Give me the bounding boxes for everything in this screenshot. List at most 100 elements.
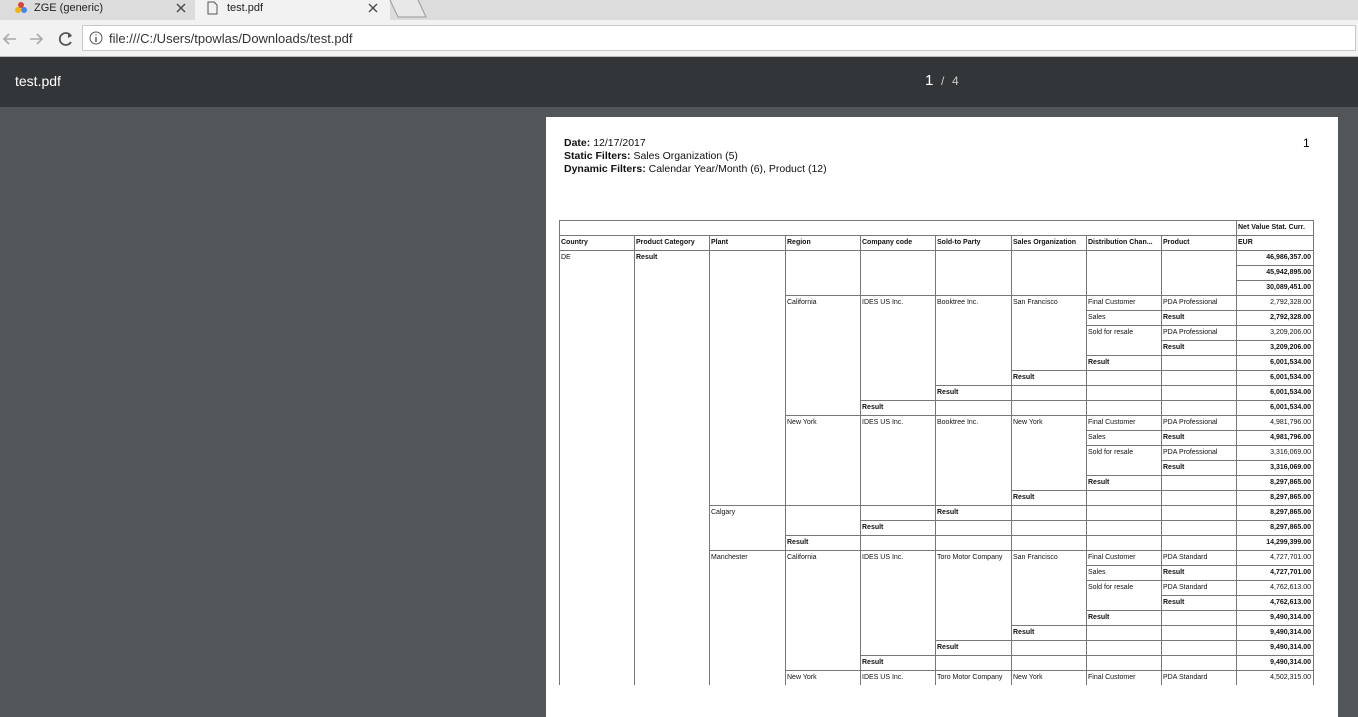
table-rule [1161, 340, 1313, 341]
value-cell: 2,792,328.00 [1270, 299, 1311, 306]
table-rule [1236, 265, 1313, 266]
label-cell: San Francisco [1013, 299, 1058, 306]
label-cell: Sales [1088, 569, 1106, 576]
label-cell: Result [1088, 479, 1110, 486]
nav-buttons[interactable] [0, 20, 80, 57]
value-cell: 6,001,534.00 [1270, 359, 1311, 366]
label-cell: Result [1163, 464, 1185, 471]
label-cell: Calgary [711, 509, 736, 516]
current-page[interactable]: 1 [925, 72, 934, 89]
column-header: Product Category [636, 239, 695, 246]
table-rule [1086, 325, 1313, 326]
table-rule [1011, 235, 1012, 685]
tab-icon [207, 1, 218, 15]
header-value: Sales Organization (5) [633, 150, 738, 162]
value-cell: 9,490,314.00 [1270, 614, 1311, 621]
label-cell: Result [1088, 614, 1110, 621]
label-cell: IDES US Inc. [862, 299, 904, 306]
value-cell: 46,986,357.00 [1266, 254, 1311, 261]
label-cell: Toro Motor Company [937, 554, 1003, 561]
label-cell: Sold for resale [1088, 329, 1134, 336]
header-label: Static Filters: [564, 150, 631, 162]
label-cell: Result [787, 539, 809, 546]
label-cell: San Francisco [1013, 554, 1058, 561]
tab-active[interactable]: test.pdf [195, 0, 390, 20]
value-cell: 8,297,865.00 [1270, 524, 1311, 531]
value-cell: 6,001,534.00 [1270, 389, 1311, 396]
tab-title: test.pdf [227, 2, 264, 14]
tab-title: ZGE (generic) [34, 2, 104, 14]
label-cell: DE [561, 254, 571, 261]
table-rule [785, 535, 1313, 536]
header-label: Date: [564, 137, 591, 149]
label-cell: Sold for resale [1088, 584, 1134, 591]
tab-bar: ZGE (generic) test.pdf [0, 0, 1358, 20]
table-rule [709, 235, 710, 685]
value-cell: 3,209,206.00 [1270, 329, 1311, 336]
label-cell: Result [937, 509, 959, 516]
table-rule [634, 235, 635, 685]
column-header: EUR [1238, 239, 1253, 246]
label-cell: Final Customer [1088, 554, 1136, 561]
value-cell: 8,297,865.00 [1270, 494, 1311, 501]
column-header: Distribution Chan... [1088, 239, 1153, 246]
table-rule [1086, 430, 1313, 431]
label-cell: Result [1013, 374, 1035, 381]
label-cell: Result [937, 389, 959, 396]
pdf-page: 1 Date: 12/17/2017 Static Filters: Sales … [546, 117, 1338, 717]
page-separator: / [941, 74, 945, 88]
column-header: Sales Organization [1013, 239, 1077, 246]
value-cell: 4,981,796.00 [1270, 419, 1311, 426]
label-cell: PDA Professional [1163, 299, 1218, 306]
table-rule [559, 220, 1313, 221]
table-rule [860, 235, 861, 685]
table-rule [785, 670, 1313, 671]
table-rule [1161, 595, 1313, 596]
tab-close[interactable] [176, 3, 186, 13]
label-cell: Result [1163, 599, 1185, 606]
tab-icon [15, 2, 27, 13]
table-rule [559, 250, 1313, 251]
table-rule [1086, 580, 1313, 581]
value-cell: 14,299,399.00 [1266, 539, 1311, 546]
column-header: Country [561, 239, 588, 246]
tab[interactable]: ZGE (generic) [0, 0, 195, 20]
value-cell: 6,001,534.00 [1270, 374, 1311, 381]
page-number: 1 [1303, 136, 1310, 150]
header-label: Dynamic Filters: [564, 163, 646, 175]
column-header: Sold-to Party [937, 239, 981, 246]
value-cell: 6,001,534.00 [1270, 404, 1311, 411]
table-rule [935, 640, 1313, 641]
value-cell: 45,942,895.00 [1266, 269, 1311, 276]
url-box[interactable]: file:///C:/Users/tpowlas/Downloads/test.… [82, 25, 1356, 51]
measure-header: Net Value Stat. Curr. [1238, 224, 1305, 231]
value-cell: 9,490,314.00 [1270, 644, 1311, 651]
value-cell: 4,762,613.00 [1270, 584, 1311, 591]
header-value: 12/17/2017 [593, 137, 646, 149]
label-cell: Final Customer [1088, 419, 1136, 426]
label-cell: Result [862, 659, 884, 666]
value-cell: 9,490,314.00 [1270, 659, 1311, 666]
label-cell: Result [1013, 494, 1035, 501]
label-cell: Result [937, 644, 959, 651]
value-cell: 4,727,701.00 [1270, 554, 1311, 561]
table-rule [1011, 490, 1313, 491]
table-rule [1011, 370, 1313, 371]
tab-close[interactable] [368, 3, 378, 13]
label-cell: PDA Professional [1163, 329, 1218, 336]
value-cell: 3,316,069.00 [1270, 464, 1311, 471]
table-rule [935, 235, 936, 685]
table-rule [1161, 460, 1313, 461]
header-line: Date: 12/17/2017 [564, 137, 646, 149]
table-rule [1236, 280, 1313, 281]
table-rule [1236, 220, 1237, 685]
value-cell: 30,089,451.00 [1266, 284, 1311, 291]
label-cell: California [787, 299, 817, 306]
value-cell: 9,490,314.00 [1270, 629, 1311, 636]
pdf-title: test.pdf [15, 73, 61, 89]
page-count: 4 [952, 74, 959, 88]
table-rule [709, 505, 1313, 506]
new-tab[interactable] [388, 0, 428, 20]
value-cell: 4,727,701.00 [1270, 569, 1311, 576]
